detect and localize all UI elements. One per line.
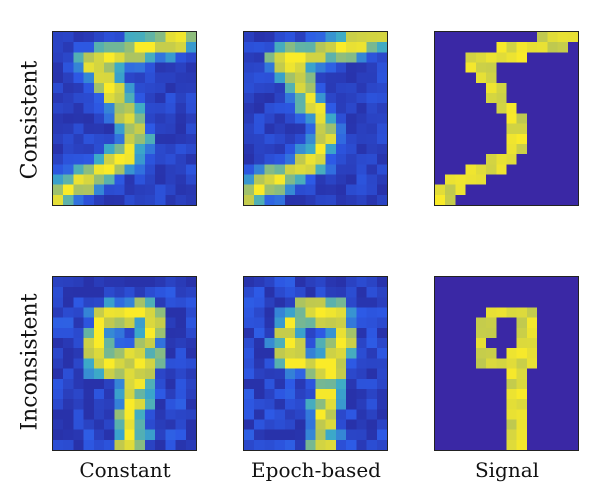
row-label-inconsistent: Inconsistent xyxy=(17,293,43,431)
heatmap-inconsistent-epoch xyxy=(244,277,387,450)
panel-consistent-epoch xyxy=(243,31,388,206)
panel-inconsistent-epoch xyxy=(243,276,388,451)
heatmap-inconsistent-constant xyxy=(53,277,196,450)
col-label-signal: Signal xyxy=(474,458,540,482)
panel-consistent-signal xyxy=(434,31,579,206)
panel-inconsistent-signal xyxy=(434,276,579,451)
col-label-epoch-based: Epoch-based xyxy=(251,458,381,482)
panel-consistent-constant xyxy=(52,31,197,206)
heatmap-consistent-signal xyxy=(435,32,578,205)
panel-inconsistent-constant xyxy=(52,276,197,451)
heatmap-consistent-epoch xyxy=(244,32,387,205)
heatmap-inconsistent-signal xyxy=(435,277,578,450)
col-label-constant: Constant xyxy=(79,458,171,482)
heatmap-consistent-constant xyxy=(53,32,196,205)
row-label-consistent: Consistent xyxy=(17,60,43,180)
